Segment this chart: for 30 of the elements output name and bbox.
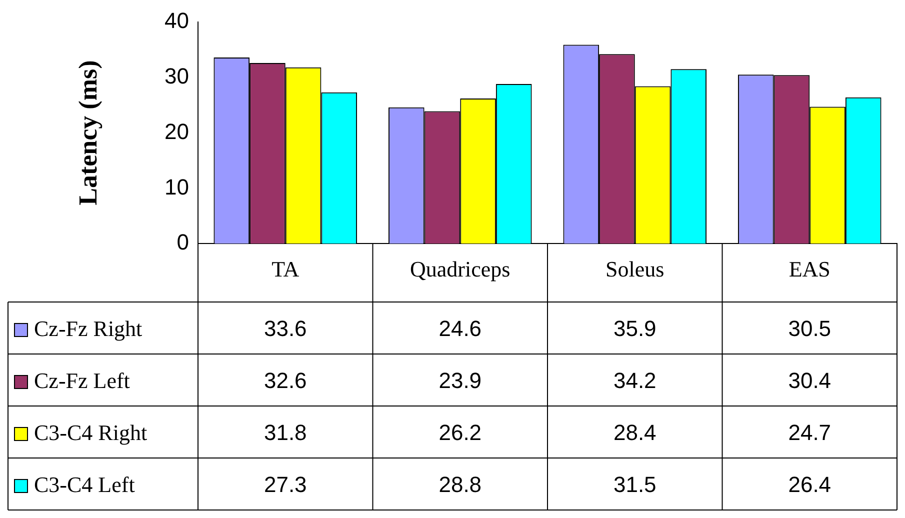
data-label: 26.4 [788, 472, 832, 498]
data-label: 28.8 [438, 472, 482, 498]
y-axis-title: Latency (ms) [73, 60, 102, 206]
data-label: 26.2 [438, 420, 482, 446]
data-label: 23.9 [438, 368, 482, 394]
data-label: 28.4 [613, 420, 656, 446]
data-label: 30.5 [788, 316, 832, 342]
y-tick-label: 20 [164, 118, 189, 144]
data-label: 24.7 [788, 420, 832, 446]
legend-label: Cz-Fz Right [34, 316, 142, 341]
data-label: 35.9 [613, 316, 656, 342]
data-label: 24.6 [438, 316, 482, 342]
x-tick-label: EAS [788, 256, 830, 282]
legend-label: C3-C4 Right [34, 420, 148, 445]
y-tick-label: 0 [176, 230, 189, 255]
x-tick-label: Quadriceps [410, 256, 510, 282]
x-tick-label: TA [272, 256, 300, 282]
legend-label: C3-C4 Left [34, 472, 135, 497]
legend-label: Cz-Fz Left [34, 368, 130, 393]
y-tick-label: 30 [164, 63, 189, 88]
data-label: 30.4 [788, 368, 832, 394]
data-label: 32.6 [264, 368, 307, 394]
y-tick-label: 10 [164, 174, 189, 200]
data-label: 27.3 [264, 472, 307, 498]
data-label: 31.8 [264, 420, 307, 446]
data-label: 34.2 [613, 368, 656, 394]
data-label: 31.5 [613, 472, 656, 498]
y-tick-label: 40 [164, 8, 189, 34]
x-tick-label: Soleus [606, 256, 664, 282]
data-label: 33.6 [264, 316, 307, 342]
